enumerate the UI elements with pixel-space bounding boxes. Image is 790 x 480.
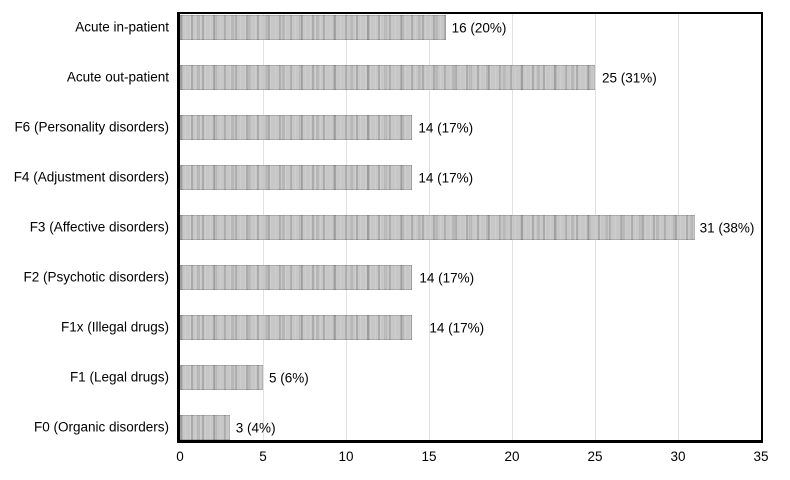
x-tick-label: 30 xyxy=(670,449,686,464)
bar xyxy=(180,365,263,390)
x-tick-label: 0 xyxy=(176,449,184,464)
category-label: F6 (Personality disorders) xyxy=(14,119,169,135)
bar-value-label: 25 (31%) xyxy=(602,69,657,85)
bars-layer: 16 (20%) 25 (31%) 14 (17%) 14 (17%) 31 (38%)… xyxy=(180,14,761,440)
bar xyxy=(180,415,230,440)
bar-value-label: 14 (17%) xyxy=(429,319,485,335)
category-label: F4 (Adjustment disorders) xyxy=(13,169,169,185)
category-axis: Acute in-patient Acute out-patient F6 (Per… xyxy=(0,12,169,443)
bar xyxy=(180,165,413,190)
x-tick-label: 35 xyxy=(753,449,769,464)
bar-value-label: 14 (17%) xyxy=(418,169,474,185)
category-label: F3 (Affective disorders) xyxy=(29,219,169,235)
x-axis-ticks: 0 5 10 15 20 25 30 35 xyxy=(176,443,768,473)
x-tick-label: 25 xyxy=(587,449,603,464)
bar xyxy=(180,215,695,240)
bar xyxy=(180,265,413,290)
bar xyxy=(180,65,595,90)
bar-value-label: 14 (17%) xyxy=(418,119,474,135)
category-label: Acute in-patient xyxy=(75,19,169,35)
x-tick-label: 15 xyxy=(421,449,437,464)
x-tick-label: 5 xyxy=(259,449,267,464)
category-label: F2 (Psychotic disorders) xyxy=(23,269,169,285)
bar-value-label: 31 (38%) xyxy=(699,219,755,235)
category-label: F1 (Legal drugs) xyxy=(69,369,169,385)
category-label: Acute out-patient xyxy=(66,69,169,85)
bar-value-label: 3 (4%) xyxy=(235,419,276,435)
bar xyxy=(180,115,413,140)
x-tick-label: 20 xyxy=(504,449,520,464)
category-label: F1x (Illegal drugs) xyxy=(60,319,169,335)
bar-value-label: 14 (17%) xyxy=(419,269,475,285)
bar xyxy=(180,15,446,40)
plot-area: 16 (20%) 25 (31%) 14 (17%) 14 (17%) 31 (38%)… xyxy=(177,12,763,443)
x-tick-label: 10 xyxy=(338,449,354,464)
bar-value-label: 5 (6%) xyxy=(268,369,309,385)
category-label: F0 (Organic disorders) xyxy=(33,419,169,435)
bar xyxy=(180,315,413,340)
bar-value-label: 16 (20%) xyxy=(451,19,507,35)
